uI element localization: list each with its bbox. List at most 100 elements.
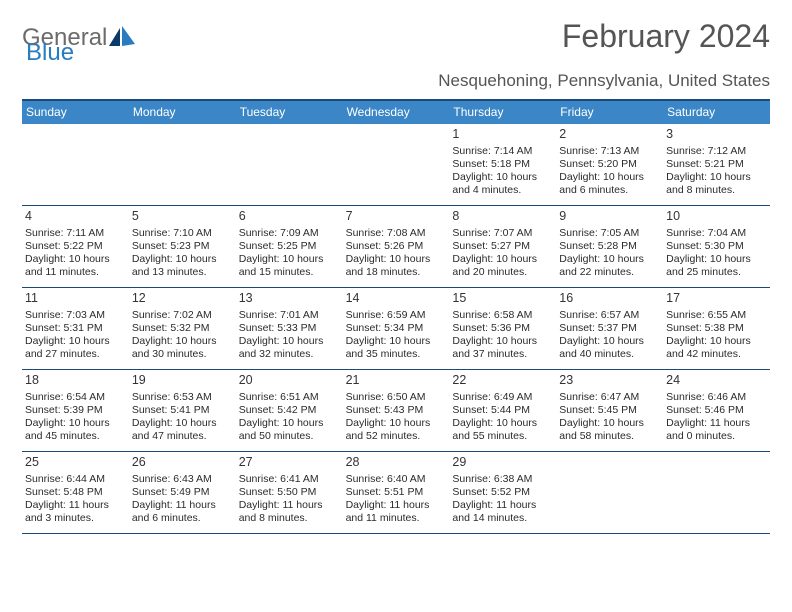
sunset-line: Sunset: 5:41 PM [132, 404, 233, 417]
day-number: 11 [25, 291, 126, 307]
sunset-line: Sunset: 5:28 PM [559, 240, 660, 253]
calendar-cell: 25Sunrise: 6:44 AMSunset: 5:48 PMDayligh… [22, 452, 129, 534]
calendar-cell: 3Sunrise: 7:12 AMSunset: 5:21 PMDaylight… [663, 124, 770, 206]
day-header-sunday: Sunday [22, 101, 129, 124]
day-number: 19 [132, 373, 233, 389]
calendar-cell-empty [22, 124, 129, 206]
sunrise-line: Sunrise: 6:58 AM [452, 309, 553, 322]
day-number: 1 [452, 127, 553, 143]
sunset-line: Sunset: 5:36 PM [452, 322, 553, 335]
sunset-line: Sunset: 5:23 PM [132, 240, 233, 253]
day-number: 5 [132, 209, 233, 225]
title-block: February 2024 [562, 18, 770, 55]
day-header-monday: Monday [129, 101, 236, 124]
calendar-cell: 5 Sunrise: 7:10 AMSunset: 5:23 PMDaylight… [129, 206, 236, 288]
sunrise-line: Sunrise: 6:53 AM [132, 391, 233, 404]
sunset-line: Sunset: 5:27 PM [452, 240, 553, 253]
calendar-cell-empty [129, 124, 236, 206]
sunrise-line: Sunrise: 6:38 AM [452, 473, 553, 486]
calendar-cell: 1Sunrise: 7:14 AMSunset: 5:18 PMDaylight… [449, 124, 556, 206]
calendar-cell: 2Sunrise: 7:13 AMSunset: 5:20 PMDaylight… [556, 124, 663, 206]
day-number: 16 [559, 291, 660, 307]
sunset-line: Sunset: 5:51 PM [346, 486, 447, 499]
sunrise-line: Sunrise: 7:13 AM [559, 145, 660, 158]
calendar-cell: 9Sunrise: 7:05 AMSunset: 5:28 PMDaylight… [556, 206, 663, 288]
daylight-line: Daylight: 10 hours and 6 minutes. [559, 171, 660, 197]
daylight-line: Daylight: 10 hours and 25 minutes. [666, 253, 767, 279]
logo-sail-icon [109, 26, 135, 51]
daylight-line: Daylight: 11 hours and 3 minutes. [25, 499, 126, 525]
page-title: February 2024 [562, 18, 770, 55]
sunrise-line: Sunrise: 7:08 AM [346, 227, 447, 240]
calendar-cell: 15Sunrise: 6:58 AMSunset: 5:36 PMDayligh… [449, 288, 556, 370]
sunset-line: Sunset: 5:18 PM [452, 158, 553, 171]
sunset-line: Sunset: 5:50 PM [239, 486, 340, 499]
daylight-line: Daylight: 10 hours and 37 minutes. [452, 335, 553, 361]
calendar-cell: 23Sunrise: 6:47 AMSunset: 5:45 PMDayligh… [556, 370, 663, 452]
calendar-cell: 6Sunrise: 7:09 AMSunset: 5:25 PMDaylight… [236, 206, 343, 288]
calendar: Sunday Monday Tuesday Wednesday Thursday… [22, 99, 770, 534]
daylight-line: Daylight: 11 hours and 6 minutes. [132, 499, 233, 525]
sunrise-line: Sunrise: 6:51 AM [239, 391, 340, 404]
calendar-cell: 27Sunrise: 6:41 AMSunset: 5:50 PMDayligh… [236, 452, 343, 534]
daylight-line: Daylight: 10 hours and 35 minutes. [346, 335, 447, 361]
sunset-line: Sunset: 5:26 PM [346, 240, 447, 253]
sunset-line: Sunset: 5:22 PM [25, 240, 126, 253]
sunrise-line: Sunrise: 6:47 AM [559, 391, 660, 404]
day-number: 24 [666, 373, 767, 389]
sunrise-line: Sunrise: 7:01 AM [239, 309, 340, 322]
sunset-line: Sunset: 5:44 PM [452, 404, 553, 417]
sunrise-line: Sunrise: 6:49 AM [452, 391, 553, 404]
day-number: 13 [239, 291, 340, 307]
day-number: 7 [346, 209, 447, 225]
daylight-line: Daylight: 10 hours and 13 minutes. [132, 253, 233, 279]
calendar-cell: 20Sunrise: 6:51 AMSunset: 5:42 PMDayligh… [236, 370, 343, 452]
sunrise-line: Sunrise: 7:03 AM [25, 309, 126, 322]
calendar-cell: 29Sunrise: 6:38 AMSunset: 5:52 PMDayligh… [449, 452, 556, 534]
sunset-line: Sunset: 5:31 PM [25, 322, 126, 335]
calendar-cell: 10Sunrise: 7:04 AMSunset: 5:30 PMDayligh… [663, 206, 770, 288]
sunset-line: Sunset: 5:48 PM [25, 486, 126, 499]
calendar-cell: 11 Sunrise: 7:03 AMSunset: 5:31 PMDayligh… [22, 288, 129, 370]
sunset-line: Sunset: 5:21 PM [666, 158, 767, 171]
daylight-line: Daylight: 10 hours and 52 minutes. [346, 417, 447, 443]
daylight-line: Daylight: 10 hours and 55 minutes. [452, 417, 553, 443]
calendar-cell: 4Sunrise: 7:11 AMSunset: 5:22 PMDaylight… [22, 206, 129, 288]
daylight-line: Daylight: 10 hours and 58 minutes. [559, 417, 660, 443]
daylight-line: Daylight: 10 hours and 32 minutes. [239, 335, 340, 361]
sunrise-line: Sunrise: 6:40 AM [346, 473, 447, 486]
day-header-tuesday: Tuesday [236, 101, 343, 124]
sunset-line: Sunset: 5:42 PM [239, 404, 340, 417]
calendar-cell-empty [556, 452, 663, 534]
sunrise-line: Sunrise: 6:59 AM [346, 309, 447, 322]
daylight-line: Daylight: 10 hours and 40 minutes. [559, 335, 660, 361]
calendar-cell: 7 Sunrise: 7:08 AMSunset: 5:26 PMDaylight… [343, 206, 450, 288]
location-line: Nesquehoning, Pennsylvania, United State… [22, 71, 770, 91]
calendar-body: 1Sunrise: 7:14 AMSunset: 5:18 PMDaylight… [22, 124, 770, 534]
daylight-line: Daylight: 10 hours and 30 minutes. [132, 335, 233, 361]
sunset-line: Sunset: 5:20 PM [559, 158, 660, 171]
calendar-cell: 16Sunrise: 6:57 AMSunset: 5:37 PMDayligh… [556, 288, 663, 370]
daylight-line: Daylight: 10 hours and 27 minutes. [25, 335, 126, 361]
day-header-thursday: Thursday [449, 101, 556, 124]
calendar-cell-empty [236, 124, 343, 206]
sunset-line: Sunset: 5:43 PM [346, 404, 447, 417]
daylight-line: Daylight: 11 hours and 11 minutes. [346, 499, 447, 525]
calendar-cell: 17Sunrise: 6:55 AMSunset: 5:38 PMDayligh… [663, 288, 770, 370]
daylight-line: Daylight: 10 hours and 18 minutes. [346, 253, 447, 279]
sunrise-line: Sunrise: 7:10 AM [132, 227, 233, 240]
logo-text-blue: Blue [26, 39, 74, 67]
daylight-line: Daylight: 11 hours and 8 minutes. [239, 499, 340, 525]
daylight-line: Daylight: 10 hours and 20 minutes. [452, 253, 553, 279]
sunrise-line: Sunrise: 6:46 AM [666, 391, 767, 404]
day-number: 9 [559, 209, 660, 225]
daylight-line: Daylight: 10 hours and 45 minutes. [25, 417, 126, 443]
daylight-line: Daylight: 11 hours and 14 minutes. [452, 499, 553, 525]
sunset-line: Sunset: 5:45 PM [559, 404, 660, 417]
sunrise-line: Sunrise: 6:44 AM [25, 473, 126, 486]
sunrise-line: Sunrise: 6:41 AM [239, 473, 340, 486]
sunrise-line: Sunrise: 6:54 AM [25, 391, 126, 404]
daylight-line: Daylight: 10 hours and 50 minutes. [239, 417, 340, 443]
sunset-line: Sunset: 5:39 PM [25, 404, 126, 417]
sunrise-line: Sunrise: 6:50 AM [346, 391, 447, 404]
